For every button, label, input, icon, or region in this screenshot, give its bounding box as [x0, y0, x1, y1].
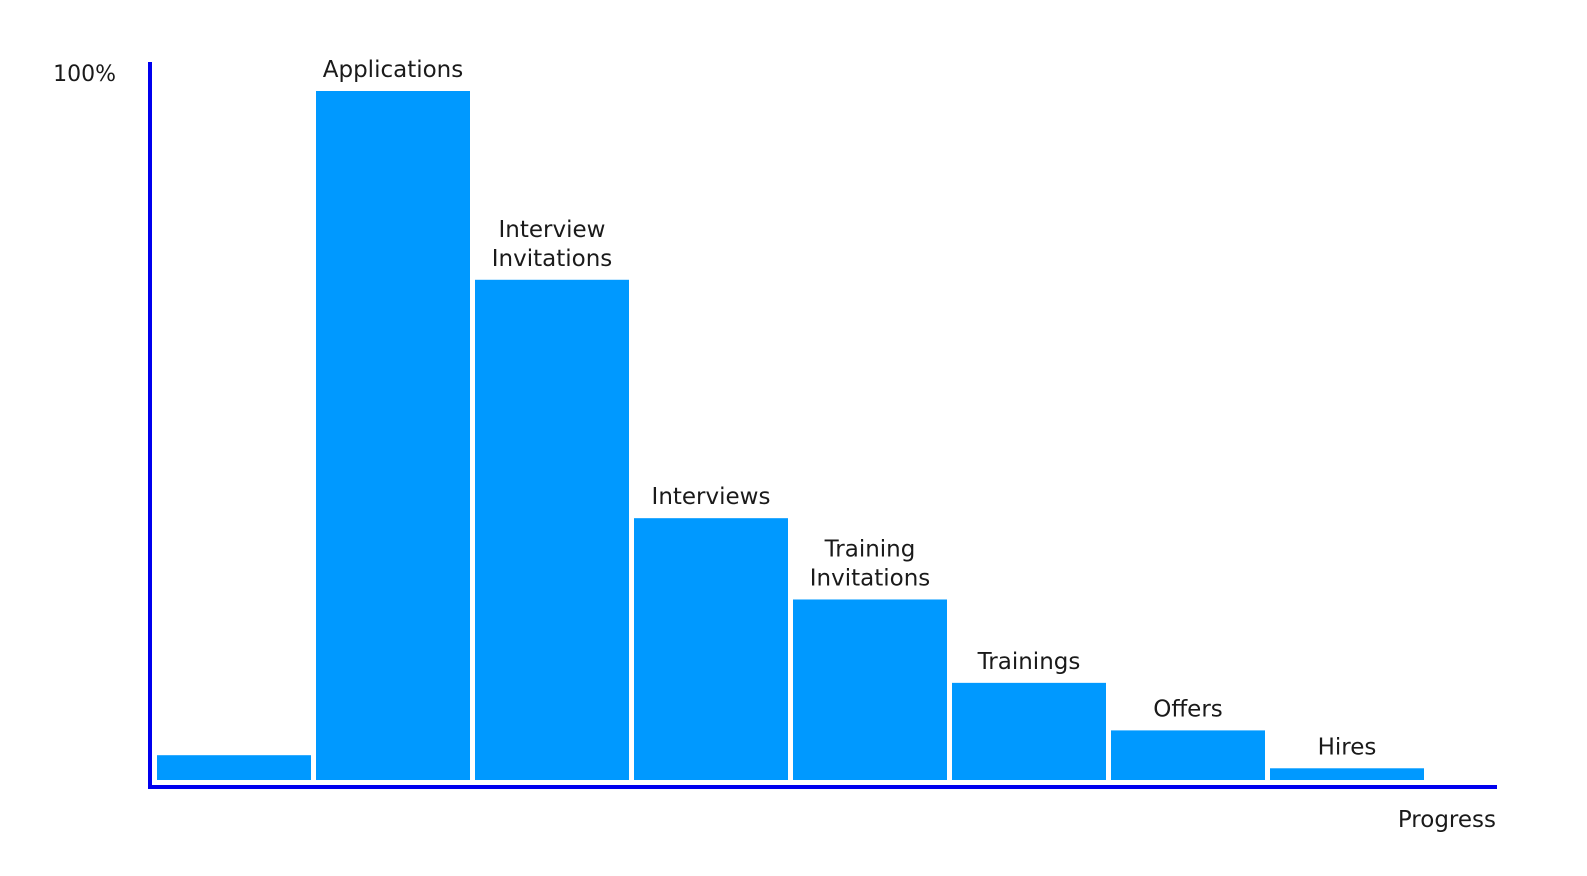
bar-label-5: Trainings [977, 649, 1081, 675]
bar-label-2: Interview Invitations [492, 217, 613, 272]
bar-labels-group: Applications Interview Invitations Intervie… [323, 57, 1377, 760]
bar-1 [316, 91, 470, 780]
bar-label-3: Interviews [652, 484, 771, 510]
bar-label-1: Applications [323, 57, 464, 83]
y-axis-top-label: 100% [53, 62, 116, 87]
x-axis-label: Progress [1398, 807, 1496, 833]
bar-0 [157, 755, 311, 780]
bar-7 [1270, 768, 1424, 780]
bars-group [157, 91, 1424, 780]
bar-4 [793, 599, 947, 780]
bar-label-4: Training Invitations [810, 536, 931, 591]
bar-5 [952, 682, 1106, 780]
bar-label-7: Hires [1318, 734, 1377, 760]
bar-3 [634, 518, 788, 780]
bar-label-6: Offers [1153, 696, 1223, 722]
bar-6 [1111, 730, 1265, 780]
bar-2 [475, 279, 629, 780]
